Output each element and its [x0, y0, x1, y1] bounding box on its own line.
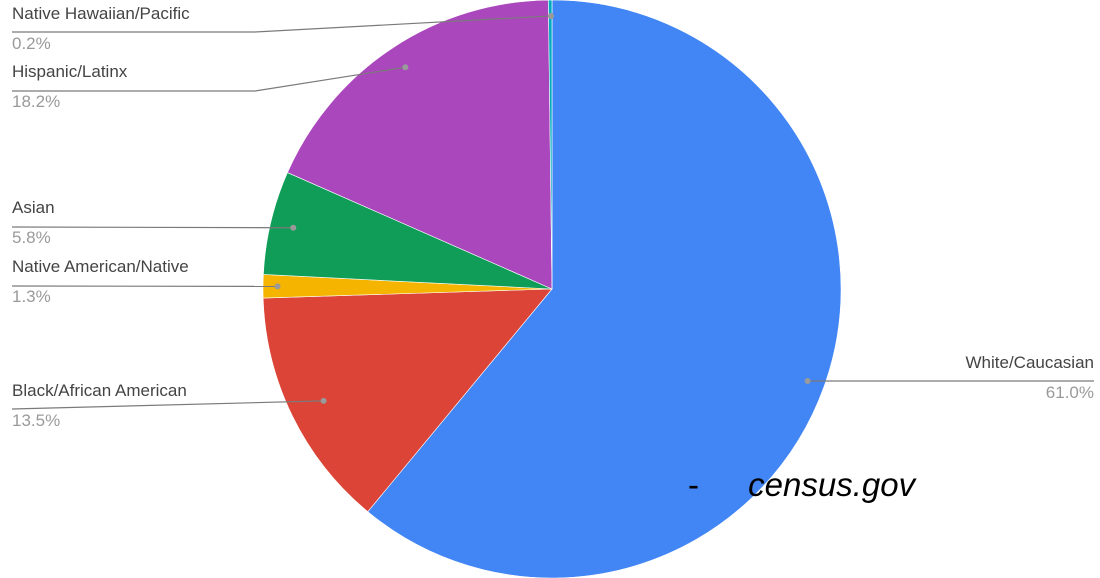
- pie-slice-hispanic-latinx: [287, 0, 553, 290]
- source-site: census.gov: [748, 466, 916, 503]
- slice-value-label: 0.2%: [12, 34, 51, 53]
- slice-value-label: 18.2%: [12, 92, 60, 111]
- pie-slice-native-hawaiian-pacific: [548, 0, 553, 290]
- slice-label-black-african-american: Black/African American 13.5%: [11, 381, 327, 430]
- slice-name-label: Asian: [12, 198, 55, 217]
- leader-dot: [320, 397, 327, 404]
- slice-value-label: 1.3%: [12, 287, 51, 306]
- leader-line: [11, 400, 324, 410]
- source-dash: -: [688, 466, 699, 503]
- slice-label-hispanic-latinx: Hispanic/Latinx 18.2%: [12, 62, 409, 111]
- leader-dot: [290, 224, 297, 231]
- slice-label-white-caucasian: White/Caucasian 61.0%: [804, 353, 1095, 402]
- slice-name-label: White/Caucasian: [965, 353, 1094, 372]
- slice-name-label: Black/African American: [12, 381, 187, 400]
- leader-line: [11, 226, 294, 229]
- leader-line: [12, 15, 552, 33]
- slice-value-label: 5.8%: [12, 228, 51, 247]
- slice-name-label: Hispanic/Latinx: [12, 62, 128, 81]
- pie-labels: White/Caucasian 61.0% Black/African Americ…: [11, 4, 1095, 430]
- leader-dot: [274, 283, 281, 290]
- slice-value-label: 61.0%: [1046, 383, 1094, 402]
- leader-dot: [402, 64, 409, 71]
- slice-label-native-american-native: Native American/Native 1.3%: [11, 257, 281, 306]
- slice-value-label: 13.5%: [12, 411, 60, 430]
- slice-name-label: Native Hawaiian/Pacific: [12, 4, 190, 23]
- leader-dot: [548, 13, 554, 19]
- leader-dot: [804, 378, 811, 385]
- leader-line: [12, 66, 406, 92]
- pie-slice-white-caucasian: [367, 0, 842, 578]
- slice-name-label: Native American/Native: [12, 257, 189, 276]
- pie-slices: [262, 0, 842, 578]
- slice-label-asian: Asian 5.8%: [11, 198, 297, 247]
- pie-slice-black-african-american: [262, 288, 553, 513]
- source-note: - census.gov: [688, 466, 915, 504]
- slice-label-native-hawaiian-pacific: Native Hawaiian/Pacific 0.2%: [12, 4, 554, 53]
